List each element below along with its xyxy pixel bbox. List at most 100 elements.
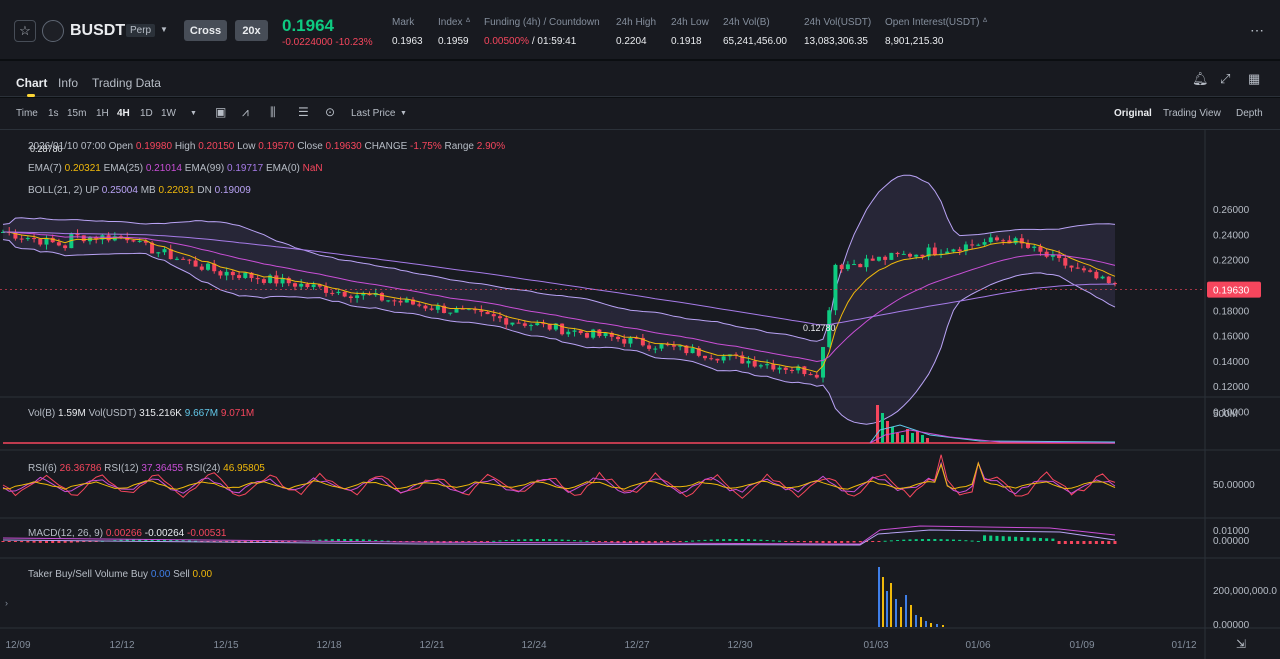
candle — [566, 331, 571, 335]
macd-bar — [616, 541, 620, 543]
candle — [622, 339, 627, 344]
fullscreen-icon[interactable]: ⤢ — [1220, 71, 1231, 86]
chart-toolbar: Time 1s 15m 1H 4H 1D 1W ▼ ▣ ⩘ ⫼ ☰ ⊙ Last… — [0, 98, 1280, 130]
calendar-icon[interactable]: ▣ — [215, 105, 227, 119]
candle — [783, 367, 788, 370]
candle — [858, 264, 863, 268]
interval-1s[interactable]: 1s — [48, 108, 59, 119]
candle — [584, 333, 589, 338]
candle — [317, 284, 322, 287]
interval-time[interactable]: Time — [16, 108, 38, 119]
tab-chart[interactable]: Chart — [16, 76, 48, 90]
symbol-dropdown-icon[interactable]: ▼ — [160, 25, 168, 34]
macd-bar — [336, 539, 340, 541]
candle — [460, 308, 465, 310]
bell-icon[interactable]: 🔔︎ — [1192, 71, 1209, 86]
candle — [914, 254, 919, 257]
macd-bar — [262, 541, 266, 543]
volume-bar — [901, 435, 904, 443]
ticker-header: ☆ BUSDT Perp ▼ Cross 20x 0.1964 -0.02240… — [0, 0, 1280, 60]
candle — [1106, 276, 1111, 284]
tab-info[interactable]: Info — [58, 76, 79, 90]
macd-line — [2, 529, 1116, 546]
candle — [156, 252, 161, 254]
taker-bar — [942, 625, 944, 627]
indicator-icon[interactable]: ⩘ — [242, 105, 249, 119]
stat-open-interest[interactable]: Open Interest(USDT) ᐞ 8,901,215.30 — [885, 17, 988, 47]
leverage-button[interactable]: 20x — [235, 20, 268, 41]
macd-bar — [796, 541, 800, 542]
time-axis-label: 01/09 — [1069, 640, 1094, 651]
more-dots-icon[interactable]: ⋯ — [1250, 22, 1265, 38]
interval-1h[interactable]: 1H — [96, 108, 109, 119]
candle — [193, 260, 198, 267]
time-axis-label: 12/21 — [419, 640, 444, 651]
view-original[interactable]: Original — [1114, 108, 1152, 119]
settings-icon[interactable]: ☰ — [298, 105, 309, 119]
price-type-select[interactable]: Last Price — [351, 108, 396, 119]
interval-1w[interactable]: 1W — [161, 108, 176, 119]
macd-bar — [715, 539, 719, 541]
stat-label: Open Interest(USDT) ᐞ — [885, 17, 988, 28]
macd-bar — [697, 540, 701, 542]
macd-bar — [660, 541, 664, 543]
scroll-to-end-icon: ⇲ — [1236, 637, 1246, 651]
boll-upper — [2, 174, 1116, 342]
macd-bar — [1094, 541, 1098, 544]
chart-area[interactable]: 12/09 12/12 12/15 12/18 12/21 12/24 12/27 12/30… — [0, 130, 1280, 659]
macd-bar — [945, 539, 949, 541]
target-icon[interactable]: ⊙ — [325, 105, 336, 119]
margin-mode-button[interactable]: Cross — [184, 20, 227, 41]
stat-value: 0.1918 — [671, 36, 702, 47]
interval-dropdown-icon[interactable]: ▼ — [190, 110, 197, 117]
macd-bar — [88, 541, 92, 542]
macd-bar — [150, 539, 154, 541]
candle-info: 2026/01/10 07:00 Open 0.19980 High 0.201… — [28, 141, 505, 152]
macd-bar — [57, 541, 61, 543]
candle — [249, 272, 254, 279]
coin-logo — [42, 20, 64, 42]
chart-tabs: Chart Info Trading Data 🔔︎ ⤢ ▦ — [0, 61, 1280, 97]
macd-bar — [492, 540, 496, 542]
symbol-name[interactable]: BUSDT — [70, 22, 126, 39]
macd-bar — [529, 539, 533, 541]
stat-index[interactable]: Index ᐞ 0.1959 — [438, 17, 471, 47]
candle — [81, 235, 86, 242]
collapse-arrow-icon: › — [5, 598, 8, 608]
candle-type-icon[interactable]: ⫼ — [270, 105, 276, 119]
candle — [150, 242, 155, 254]
macd-bar — [728, 539, 732, 541]
volume-bar — [921, 435, 924, 443]
macd-bar — [368, 539, 372, 541]
macd-bar — [1076, 541, 1080, 544]
view-trading-view[interactable]: Trading View — [1163, 108, 1221, 119]
price-axis-label: 0.16000 — [1213, 332, 1250, 343]
candle — [535, 323, 540, 326]
macd-bar — [1088, 541, 1092, 544]
candle — [1013, 238, 1018, 244]
interval-15m[interactable]: 15m — [67, 108, 87, 119]
price-type-dropdown-icon[interactable]: ▼ — [400, 110, 407, 117]
layout-grid-icon[interactable]: ▦ — [1248, 71, 1261, 86]
candle — [1094, 271, 1099, 279]
interval-1d[interactable]: 1D — [140, 108, 153, 119]
taker-bar — [930, 623, 932, 627]
candle — [466, 308, 471, 310]
view-depth[interactable]: Depth — [1236, 108, 1263, 119]
volume-bar — [911, 433, 914, 443]
tab-trading-data[interactable]: Trading Data — [92, 76, 161, 90]
candle — [311, 284, 316, 288]
favorite-star-icon[interactable]: ☆ — [14, 20, 36, 42]
interval-4h[interactable]: 4H — [117, 108, 130, 119]
macd-bar — [287, 541, 291, 542]
stat-value: 0.1963 — [392, 36, 423, 47]
stat-funding: Funding (4h) / Countdown 0.00500% / 01:59… — [484, 17, 600, 47]
macd-bar — [1032, 537, 1036, 541]
candle — [38, 238, 43, 245]
stat-label: 24h Vol(USDT) — [804, 17, 872, 28]
macd-bar — [840, 541, 844, 543]
macd-bar — [1082, 541, 1086, 544]
macd-bar — [405, 541, 409, 542]
macd-bar — [610, 541, 614, 543]
candlestick-chart[interactable]: 12/09 12/12 12/15 12/18 12/21 12/24 12/27 12/30… — [0, 130, 1280, 659]
